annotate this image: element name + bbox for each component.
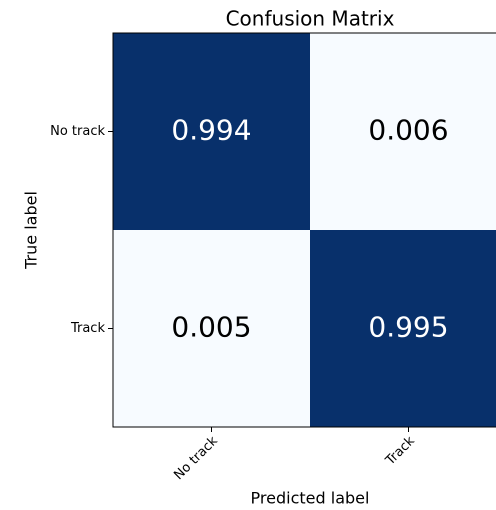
y-tick-label: No track	[50, 124, 105, 139]
cell	[113, 33, 310, 230]
chart-title: Confusion Matrix	[226, 7, 395, 31]
cell	[310, 230, 496, 427]
cell-label: 0.994	[171, 114, 251, 147]
y-axis-label: True label	[22, 191, 41, 270]
x-axis-label: Predicted label	[251, 489, 370, 508]
plot-frame	[112, 32, 496, 428]
cell	[113, 230, 310, 427]
y-tick-label: Track	[70, 321, 105, 336]
cell-label: 0.995	[368, 311, 448, 344]
cell-label: 0.005	[171, 311, 251, 344]
x-tick-label: No track	[171, 433, 221, 483]
cell-label: 0.006	[368, 114, 448, 147]
cell	[310, 33, 496, 230]
x-tick-label: Track	[382, 433, 418, 469]
